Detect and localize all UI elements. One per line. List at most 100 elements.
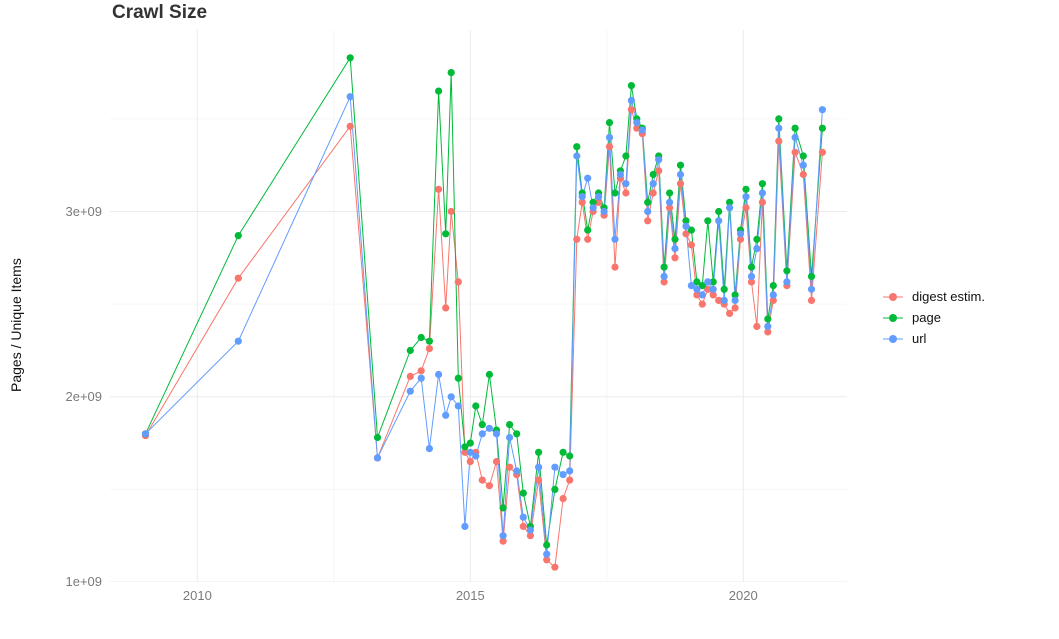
- data-point: [466, 448, 474, 456]
- data-point: [726, 309, 734, 317]
- data-point: [417, 333, 425, 342]
- data-point: [742, 185, 750, 193]
- legend-item-url: url: [882, 328, 985, 349]
- data-point: [709, 291, 717, 299]
- data-point: [698, 282, 706, 290]
- data-point: [559, 471, 567, 479]
- data-point: [472, 452, 480, 460]
- data-point: [783, 267, 791, 275]
- data-point: [764, 322, 772, 330]
- data-point: [435, 87, 443, 95]
- data-point: [818, 148, 827, 156]
- data-point: [671, 235, 679, 243]
- chart-title: Crawl Size: [112, 2, 208, 23]
- data-point: [731, 304, 739, 312]
- data-point: [726, 198, 734, 206]
- data-point: [373, 454, 382, 462]
- data-point: [769, 296, 777, 304]
- x-tick-label: 2010: [182, 588, 212, 603]
- y-tick-label: 1e+09: [65, 574, 102, 589]
- data-point: [447, 207, 455, 216]
- data-point: [769, 291, 777, 299]
- data-point: [622, 189, 630, 197]
- data-point: [799, 161, 807, 169]
- data-point: [704, 278, 712, 286]
- data-point: [551, 563, 559, 571]
- data-point: [731, 296, 739, 304]
- data-point: [425, 337, 433, 345]
- data-point: [566, 467, 574, 475]
- data-point: [584, 235, 592, 243]
- data-point: [406, 372, 414, 380]
- data-point: [736, 230, 745, 238]
- data-point: [461, 448, 469, 456]
- data-point: [799, 152, 807, 160]
- data-point: [775, 124, 783, 132]
- data-point: [605, 119, 614, 127]
- data-point: [417, 374, 425, 382]
- data-point: [687, 282, 696, 290]
- data-point: [234, 337, 242, 345]
- data-point: [551, 463, 559, 471]
- legend-item-page: page: [882, 307, 985, 328]
- data-point: [499, 504, 507, 512]
- data-point: [687, 226, 696, 234]
- data-point: [492, 458, 501, 466]
- data-point: [478, 430, 486, 438]
- data-point: [535, 463, 543, 471]
- data-point: [573, 235, 581, 243]
- data-point: [535, 448, 543, 456]
- data-point: [783, 278, 791, 286]
- data-point: [435, 370, 443, 379]
- data-point: [472, 402, 480, 410]
- data-point: [687, 241, 696, 249]
- plot-area: [110, 30, 847, 582]
- data-point: [492, 430, 501, 438]
- data-point: [660, 272, 668, 280]
- data-point: [698, 291, 706, 299]
- data-point: [671, 245, 679, 253]
- data-point: [346, 93, 354, 101]
- data-point: [573, 152, 581, 160]
- data-point: [584, 226, 592, 234]
- series-line: [145, 96, 823, 555]
- legend-key-icon: [883, 313, 903, 322]
- legend-key-icon: [883, 334, 903, 343]
- data-point: [605, 133, 614, 141]
- data-point: [584, 174, 592, 182]
- data-point: [704, 217, 712, 225]
- data-point: [753, 245, 761, 253]
- data-point: [655, 156, 663, 164]
- data-point: [807, 272, 816, 280]
- data-point: [799, 170, 807, 179]
- data-point: [506, 463, 514, 471]
- data-point: [611, 263, 619, 271]
- data-point: [435, 185, 443, 193]
- legend-label: digest estim.: [912, 289, 985, 304]
- legend-item-digest-estim: digest estim.: [882, 286, 985, 307]
- data-point: [709, 278, 717, 286]
- data-point: [425, 345, 433, 353]
- data-point: [736, 235, 745, 243]
- data-point: [666, 198, 674, 206]
- legend-label: page: [912, 310, 941, 325]
- data-point: [578, 193, 586, 201]
- data-point: [611, 189, 619, 197]
- data-point: [447, 393, 455, 401]
- data-point: [551, 485, 559, 493]
- data-point: [566, 476, 574, 484]
- data-point: [818, 124, 827, 132]
- data-point: [506, 433, 514, 442]
- data-point: [141, 430, 150, 438]
- data-point: [499, 532, 507, 540]
- data-point: [644, 217, 652, 225]
- data-point: [627, 106, 636, 114]
- data-point: [704, 285, 712, 293]
- y-axis-title: Pages / Unique Items: [8, 258, 24, 392]
- data-point: [753, 235, 761, 243]
- data-point: [758, 189, 767, 197]
- data-point: [720, 285, 728, 293]
- data-point: [698, 300, 706, 308]
- data-point: [791, 133, 799, 141]
